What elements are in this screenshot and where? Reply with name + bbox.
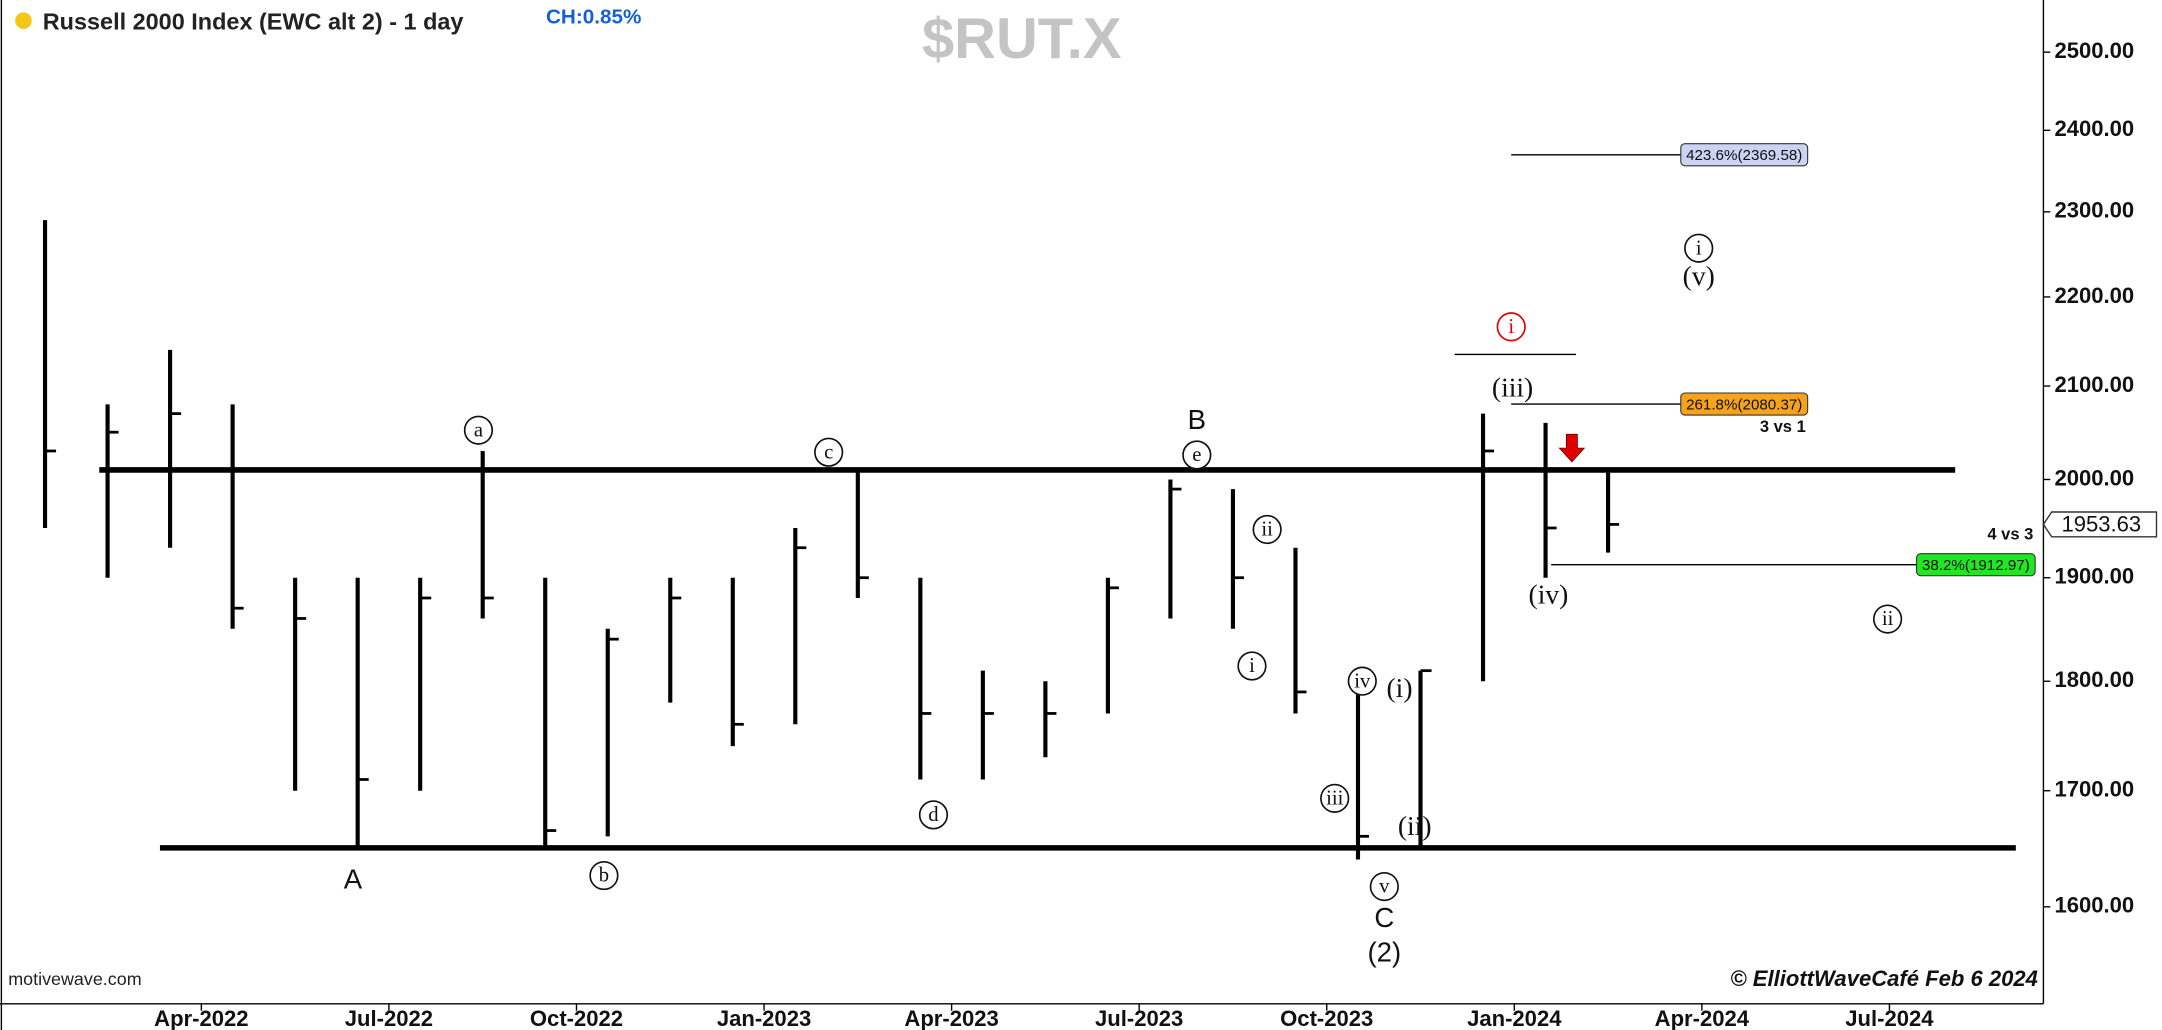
- y-tick-label: 1900.00: [2054, 564, 2134, 589]
- wave-circle: [589, 860, 619, 891]
- sell-arrow: [1558, 433, 1586, 463]
- wave-label: (i): [1387, 672, 1413, 703]
- wave-circle: [1684, 233, 1714, 263]
- wave-label: (iv): [1529, 578, 1569, 609]
- fib-box: [1680, 392, 1809, 416]
- x-tick-label: Oct-2022: [530, 1006, 623, 1030]
- chart-title: Russell 2000 Index (EWC alt 2) - 1 day: [43, 9, 464, 35]
- source: motivewave.com: [8, 969, 141, 989]
- y-tick-label: 1600.00: [2054, 893, 2134, 918]
- wave-label: (iii): [1492, 372, 1533, 403]
- fib-label: 261.8%(2080.37): [1686, 396, 1802, 413]
- note: 4 vs 3: [1987, 524, 2033, 543]
- wave-circle: [1320, 783, 1350, 813]
- wave-circle: [918, 800, 949, 830]
- fib-label: 423.6%(2369.58): [1686, 147, 1802, 164]
- wave-label: i: [1249, 655, 1255, 677]
- y-tick-label: 2400.00: [2054, 116, 2134, 141]
- x-tick-label: Jul-2024: [1845, 1006, 1934, 1030]
- last-price-box: [2042, 511, 2158, 538]
- fib-label: 38.2%(1912.97): [1922, 557, 2030, 574]
- wave-label: ii: [1882, 608, 1894, 630]
- x-tick-label: Apr-2024: [1655, 1006, 1750, 1030]
- change: CH:0.85%: [546, 5, 641, 28]
- fib-box: [1916, 553, 2036, 577]
- wave-label: C: [1374, 902, 1394, 933]
- wave-label: v: [1379, 876, 1390, 898]
- wave-label: d: [928, 804, 939, 826]
- wave-circle: [814, 437, 844, 467]
- x-tick-label: Oct-2023: [1280, 1006, 1373, 1030]
- x-tick-label: Apr-2023: [904, 1006, 998, 1030]
- status-dot: [15, 12, 32, 29]
- fib-box: [1680, 143, 1809, 167]
- y-tick-label: 2500.00: [2054, 38, 2134, 63]
- x-tick-label: Jul-2023: [1095, 1006, 1183, 1030]
- x-tick-label: Jan-2024: [1467, 1006, 1562, 1030]
- y-tick-label: 2000.00: [2054, 465, 2134, 490]
- wave-circle: [463, 415, 494, 445]
- last-price-label: 1953.63: [2061, 512, 2141, 537]
- wave-label: i: [1696, 237, 1702, 259]
- watermark: $RUT.X: [922, 7, 1122, 71]
- y-tick-label: 2200.00: [2054, 283, 2134, 308]
- wave-label: e: [1192, 444, 1201, 466]
- wave-label: iii: [1326, 787, 1343, 809]
- y-tick-label: 2100.00: [2054, 372, 2134, 397]
- wave-label: (v): [1683, 260, 1715, 291]
- wave-label: (2): [1367, 936, 1401, 967]
- wave-circle: [1237, 651, 1267, 681]
- wave-circle: [1872, 604, 1903, 634]
- wave-label: B: [1188, 404, 1206, 435]
- y-tick-label: 2300.00: [2054, 198, 2134, 223]
- x-tick-label: Apr-2022: [154, 1006, 248, 1030]
- note: 3 vs 1: [1760, 417, 1806, 436]
- wave-circle: [1252, 514, 1282, 545]
- y-tick-label: 1700.00: [2054, 777, 2134, 802]
- wave-label: ii: [1261, 519, 1273, 541]
- wave-circle: [1496, 312, 1526, 342]
- wave-label: b: [599, 865, 609, 887]
- wave-label: A: [344, 863, 363, 894]
- wave-label: i: [1508, 316, 1514, 338]
- wave-label: iv: [1354, 670, 1371, 692]
- wave-circle: [1347, 666, 1377, 696]
- x-tick-label: Jul-2022: [345, 1006, 433, 1030]
- wave-label: c: [824, 441, 833, 463]
- wave-circle: [1369, 871, 1399, 902]
- x-tick-label: Jan-2023: [717, 1006, 811, 1030]
- copyright: © ElliottWaveCafé Feb 6 2024: [1730, 966, 2037, 991]
- wave-circle: [1182, 440, 1212, 470]
- y-tick-label: 1800.00: [2054, 667, 2134, 692]
- wave-label: (ii): [1398, 810, 1432, 841]
- wave-label: a: [474, 419, 483, 441]
